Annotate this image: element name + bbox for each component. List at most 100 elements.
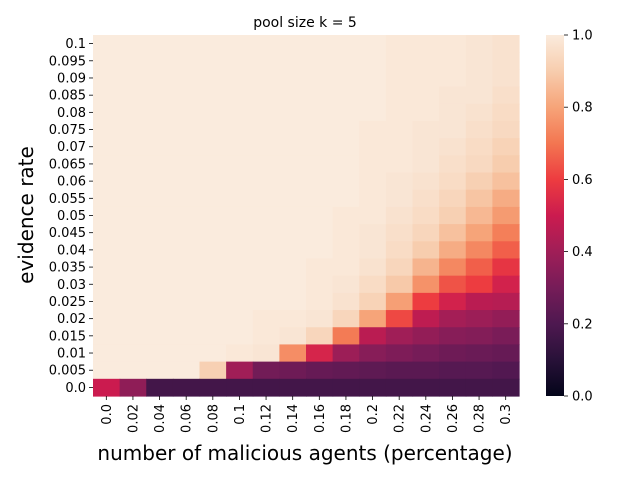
- heatmap-cell: [146, 224, 174, 242]
- x-tick-label: 0.0: [100, 404, 115, 425]
- heatmap-cell: [146, 292, 174, 311]
- heatmap-cell: [226, 344, 254, 363]
- heatmap-cell: [279, 35, 307, 53]
- heatmap-cell: [306, 378, 334, 397]
- colorbar-tick-label: 0.2: [572, 317, 593, 332]
- heatmap-cell: [252, 258, 280, 277]
- heatmap-cell: [252, 327, 280, 346]
- heatmap-cell: [306, 241, 334, 260]
- heatmap-cell: [279, 52, 307, 70]
- heatmap-cell: [172, 69, 201, 88]
- heatmap-cell: [385, 155, 414, 174]
- heatmap-cell: [492, 344, 520, 363]
- heatmap-cell: [119, 258, 147, 277]
- heatmap-cell: [172, 241, 201, 260]
- heatmap-cell: [252, 69, 280, 88]
- heatmap-cell: [385, 120, 414, 139]
- y-tick-label: 0.1: [65, 37, 86, 52]
- heatmap-cell: [199, 258, 227, 277]
- heatmap-cell: [359, 327, 387, 346]
- heatmap-cell: [252, 120, 280, 139]
- heatmap-cell: [226, 310, 254, 328]
- heatmap-cell: [279, 86, 307, 105]
- heatmap-cell: [119, 155, 147, 174]
- heatmap-cell: [332, 344, 360, 363]
- heatmap-cell: [385, 35, 414, 53]
- heatmap-cell: [385, 310, 414, 328]
- y-tick-label: 0.015: [49, 329, 86, 344]
- heatmap-cell: [172, 155, 201, 174]
- heatmap-cell: [492, 206, 520, 225]
- x-tick-label: 0.16: [313, 404, 328, 433]
- heatmap-cell: [439, 224, 467, 242]
- heatmap-cell: [332, 172, 360, 191]
- heatmap-cell: [465, 103, 493, 122]
- heatmap-cell: [93, 69, 121, 88]
- heatmap-cell: [119, 361, 147, 380]
- y-tick-label: 0.095: [49, 54, 86, 69]
- heatmap-cell: [465, 138, 493, 156]
- heatmap-cell: [465, 189, 493, 208]
- heatmap-cell: [226, 206, 254, 225]
- heatmap-cell: [385, 258, 414, 277]
- heatmap-cell: [252, 52, 280, 70]
- heatmap-cell: [359, 344, 387, 363]
- heatmap-cell: [412, 86, 440, 105]
- heatmap-cell: [306, 224, 334, 242]
- heatmap-cell: [226, 172, 254, 191]
- heatmap-cell: [199, 189, 227, 208]
- heatmap-cell: [119, 327, 147, 346]
- heatmap-cell: [93, 361, 121, 380]
- heatmap-cell: [252, 206, 280, 225]
- y-tick-label: 0.02: [57, 312, 86, 327]
- x-tick-label: 0.26: [446, 404, 461, 433]
- heatmap-cell: [172, 344, 201, 363]
- heatmap-cell: [146, 86, 174, 105]
- heatmap-cell: [119, 35, 147, 53]
- heatmap-cell: [439, 344, 467, 363]
- heatmap-cell: [93, 52, 121, 70]
- heatmap-cell: [465, 378, 493, 397]
- heatmap-cell: [385, 52, 414, 70]
- heatmap-cell: [199, 361, 227, 380]
- heatmap-cell: [119, 172, 147, 191]
- heatmap-cell: [172, 172, 201, 191]
- heatmap-cell: [93, 206, 121, 225]
- heatmap-cell: [492, 292, 520, 311]
- heatmap-cell: [119, 52, 147, 70]
- x-tick-label: 0.04: [153, 404, 168, 433]
- heatmap-cell: [492, 120, 520, 139]
- heatmap-cell: [172, 292, 201, 311]
- y-tick-label: 0.025: [49, 295, 86, 310]
- heatmap-cell: [306, 292, 334, 311]
- heatmap-cell: [359, 52, 387, 70]
- heatmap-cell: [492, 155, 520, 174]
- heatmap-cell: [172, 327, 201, 346]
- heatmap-cell: [93, 258, 121, 277]
- heatmap-cell: [385, 69, 414, 88]
- heatmap-cell: [385, 172, 414, 191]
- heatmap-cell: [332, 310, 360, 328]
- colorbar-tick-label: 0.6: [572, 173, 593, 188]
- heatmap-cell: [412, 52, 440, 70]
- heatmap-cell: [412, 120, 440, 139]
- heatmap-cell: [93, 35, 121, 53]
- heatmap-cell: [385, 327, 414, 346]
- heatmap-cell: [146, 103, 174, 122]
- heatmap-cell: [199, 378, 227, 397]
- heatmap-cell: [439, 86, 467, 105]
- heatmap-cell: [119, 138, 147, 156]
- heatmap-cell: [226, 224, 254, 242]
- y-tick-label: 0.08: [57, 106, 86, 121]
- heatmap-cell: [412, 103, 440, 122]
- heatmap-cell: [412, 361, 440, 380]
- heatmap-cell: [226, 103, 254, 122]
- heatmap-cell: [306, 103, 334, 122]
- heatmap-cell: [332, 155, 360, 174]
- heatmap-cell: [492, 86, 520, 105]
- heatmap-cell: [93, 86, 121, 105]
- heatmap-cell: [279, 361, 307, 380]
- heatmap-cell: [119, 120, 147, 139]
- heatmap-cell: [93, 378, 121, 397]
- heatmap-cell: [226, 241, 254, 260]
